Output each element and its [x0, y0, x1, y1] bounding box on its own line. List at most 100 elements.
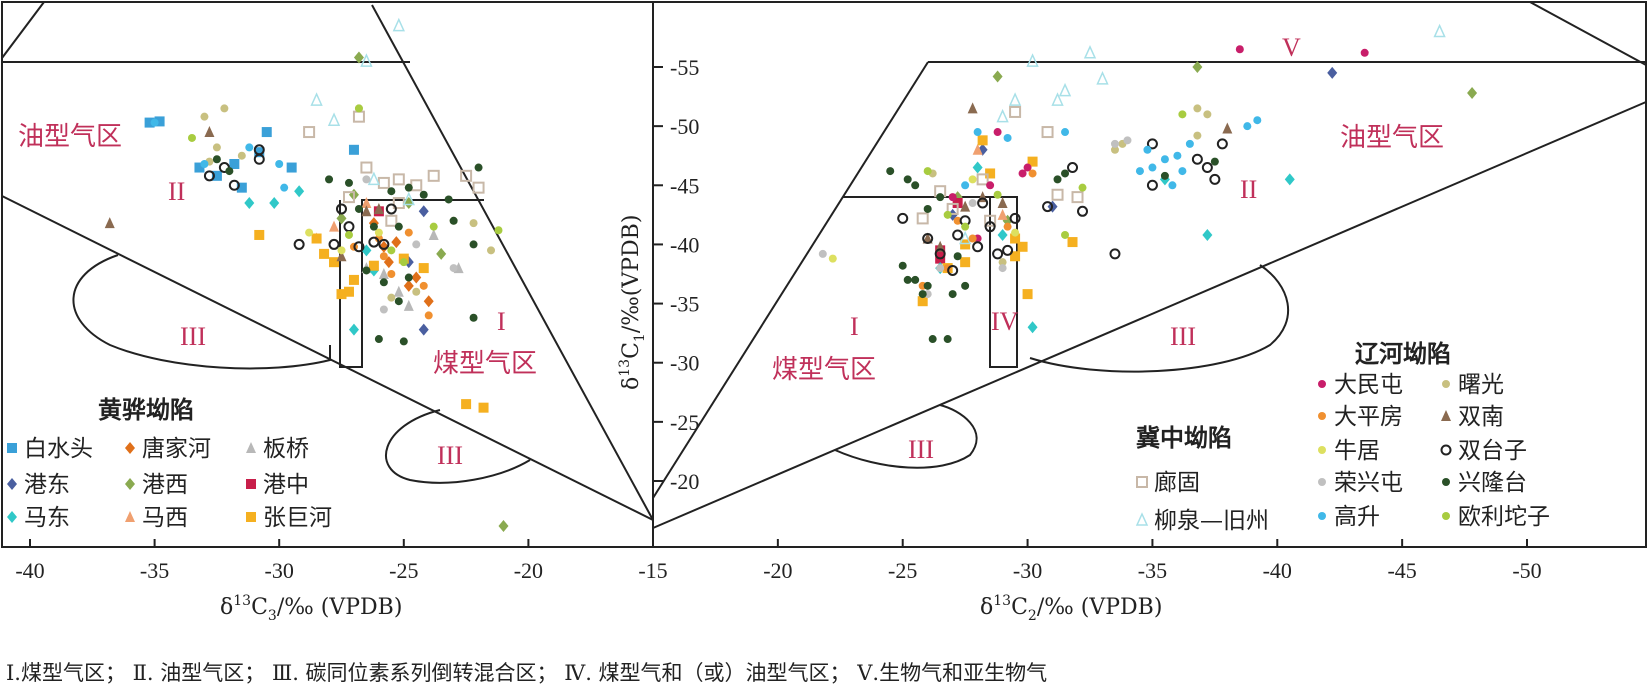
- data-point-白水头: [211, 170, 222, 181]
- data-point-港西: [1192, 61, 1203, 73]
- data-point-双台子: [1209, 173, 1221, 185]
- data-point-张巨河: [1067, 237, 1078, 248]
- data-point-高升: [1160, 155, 1169, 164]
- legend-marker-港中: [246, 479, 256, 489]
- data-point-柳泉—旧州: [327, 112, 341, 126]
- data-point-马东: [972, 161, 983, 174]
- data-point-港西: [336, 212, 347, 225]
- data-point-高升: [275, 159, 284, 168]
- data-point-兴隆台: [936, 193, 945, 202]
- right-zone-i-label: I: [850, 312, 859, 341]
- data-point-荣兴屯: [1110, 139, 1119, 148]
- left-zone-iii-a: [72, 254, 331, 370]
- data-point-双台子: [972, 241, 984, 253]
- data-point-柳泉—旧州: [402, 191, 415, 206]
- data-point-兴隆台: [911, 181, 920, 190]
- data-point-高升: [1173, 151, 1182, 160]
- data-point-大平房: [1003, 222, 1012, 231]
- data-point-廊固: [1051, 188, 1064, 201]
- data-point-兴隆台: [387, 187, 396, 196]
- data-point-廊固: [1041, 126, 1054, 139]
- legend-marker-柳泉—旧州: [1135, 512, 1149, 526]
- legend-marker-大民屯: [1318, 380, 1326, 388]
- data-point-兴隆台: [943, 335, 952, 344]
- data-point-张巨河: [1010, 251, 1021, 262]
- data-point-曙光: [1193, 131, 1202, 140]
- data-point-兴隆台: [911, 275, 920, 284]
- data-point-兴隆台: [1160, 171, 1169, 180]
- left-zone-iii-b: [385, 409, 531, 484]
- data-point-港西: [992, 70, 1003, 83]
- data-point-高升: [1185, 139, 1194, 148]
- legend-marker-曙光: [1442, 380, 1450, 388]
- data-point-兴隆台: [444, 195, 453, 204]
- data-point-港西: [403, 197, 414, 210]
- data-point-曙光: [1203, 110, 1212, 119]
- right-x-tick-label: -35: [1138, 558, 1167, 583]
- data-point-欧利坨子: [354, 104, 363, 113]
- data-point-欧利坨子: [1061, 230, 1070, 239]
- legend-label-双台子: 双台子: [1458, 438, 1527, 464]
- data-point-张巨河: [960, 257, 971, 268]
- data-point-兴隆台: [903, 275, 912, 284]
- data-point-兴隆台: [404, 183, 413, 192]
- data-point-唐家河: [411, 271, 422, 284]
- right-x-tick-label: -45: [1387, 558, 1416, 583]
- data-point-张巨河: [418, 263, 429, 274]
- data-point-廊固: [342, 191, 355, 204]
- data-point-板桥: [393, 285, 404, 297]
- data-point-兴隆台: [404, 273, 413, 282]
- data-point-高升: [1253, 116, 1262, 125]
- left-x-tick-label: -20: [514, 558, 543, 583]
- y-tick-label: -30: [670, 351, 699, 376]
- data-point-张巨河: [329, 257, 340, 268]
- right-scatter-points: [818, 23, 1478, 344]
- legend-marker-高升: [1318, 512, 1326, 520]
- data-point-廊固: [916, 212, 929, 225]
- data-point-双台子: [1109, 248, 1121, 260]
- legend-marker-牛居: [1318, 446, 1326, 454]
- data-point-双台子: [1042, 201, 1054, 213]
- data-point-兴隆台: [362, 266, 371, 275]
- legend-label-马东: 马东: [24, 505, 70, 531]
- data-point-牛居: [305, 228, 314, 237]
- data-point-廊固: [460, 169, 473, 182]
- data-point-兴隆台: [469, 313, 478, 322]
- left-x-axis-title: δ13C3/‰ (VPDB): [220, 593, 402, 624]
- data-point-高升: [1135, 167, 1144, 176]
- data-point-双南: [373, 202, 384, 214]
- data-point-大民屯: [1360, 48, 1369, 57]
- right-zone-iii-b: [834, 404, 978, 469]
- data-point-张巨河: [1022, 289, 1033, 300]
- legend-liaohe-title: 辽河坳陷: [1355, 339, 1451, 368]
- data-point-双台子: [385, 203, 397, 215]
- data-point-白水头: [154, 116, 165, 127]
- data-point-马东: [269, 197, 280, 210]
- y-tick-label: -45: [670, 173, 699, 198]
- legend-marker-双台子: [1440, 444, 1452, 456]
- data-point-柳泉—旧州: [392, 17, 405, 32]
- data-point-廊固: [385, 214, 398, 227]
- data-point-荣兴屯: [412, 240, 421, 249]
- left-zone-i-label: I: [497, 307, 506, 336]
- legend-marker-大平房: [1318, 412, 1326, 420]
- right-x-axis: -20 -25 -30 -35 -40 -45 -50: [763, 539, 1542, 583]
- data-point-高升: [1148, 163, 1157, 172]
- data-point-曙光: [212, 143, 221, 152]
- right-x-tick-label: -20: [763, 558, 792, 583]
- right-zone-iii-a: [1029, 264, 1289, 373]
- left-scatter-points: [104, 17, 509, 532]
- left-x-axis: -40 -35 -30 -25 -20 -15: [15, 539, 668, 583]
- left-x-tick-label: -30: [265, 558, 294, 583]
- data-point-马西: [997, 208, 1008, 220]
- data-point-高升: [1243, 122, 1252, 131]
- y-tick-label: -50: [670, 114, 699, 139]
- data-point-兴隆台: [394, 222, 403, 231]
- legend-label-曙光: 曙光: [1458, 372, 1504, 398]
- data-point-大平房: [1028, 169, 1037, 178]
- right-x-axis-title: δ13C2/‰ (VPDB): [980, 593, 1162, 624]
- data-point-双台子: [228, 179, 240, 191]
- svg-text:δ13C3/‰ (VPDB): δ13C3/‰ (VPDB): [220, 593, 402, 624]
- data-point-兴隆台: [1210, 157, 1219, 166]
